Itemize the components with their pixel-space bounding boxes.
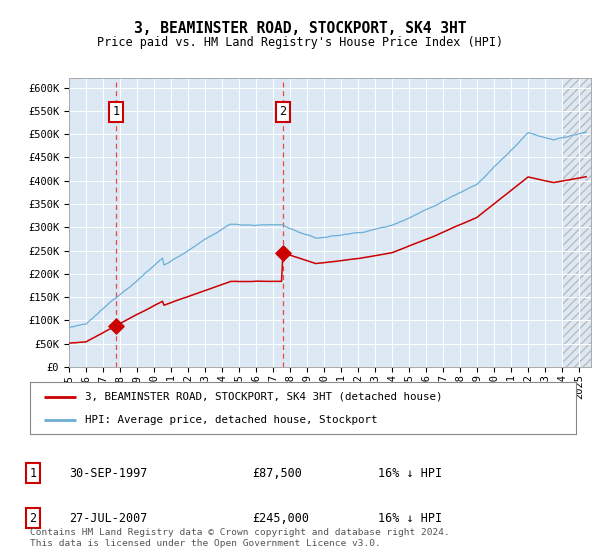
Text: Price paid vs. HM Land Registry's House Price Index (HPI): Price paid vs. HM Land Registry's House … [97,36,503,49]
Text: £245,000: £245,000 [252,511,309,525]
Text: 16% ↓ HPI: 16% ↓ HPI [378,466,442,480]
Text: 3, BEAMINSTER ROAD, STOCKPORT, SK4 3HT: 3, BEAMINSTER ROAD, STOCKPORT, SK4 3HT [134,21,466,36]
Text: 3, BEAMINSTER ROAD, STOCKPORT, SK4 3HT (detached house): 3, BEAMINSTER ROAD, STOCKPORT, SK4 3HT (… [85,392,442,402]
Text: 2: 2 [280,105,286,118]
Text: £87,500: £87,500 [252,466,302,480]
Text: 16% ↓ HPI: 16% ↓ HPI [378,511,442,525]
Bar [562,78,596,367]
Text: 30-SEP-1997: 30-SEP-1997 [69,466,148,480]
Text: 1: 1 [112,105,119,118]
Text: HPI: Average price, detached house, Stockport: HPI: Average price, detached house, Stoc… [85,414,377,424]
Text: Contains HM Land Registry data © Crown copyright and database right 2024.
This d: Contains HM Land Registry data © Crown c… [30,528,450,548]
Text: 1: 1 [29,466,37,480]
Text: 2: 2 [29,511,37,525]
Point [111,321,121,330]
Text: 27-JUL-2007: 27-JUL-2007 [69,511,148,525]
Point [278,248,288,257]
